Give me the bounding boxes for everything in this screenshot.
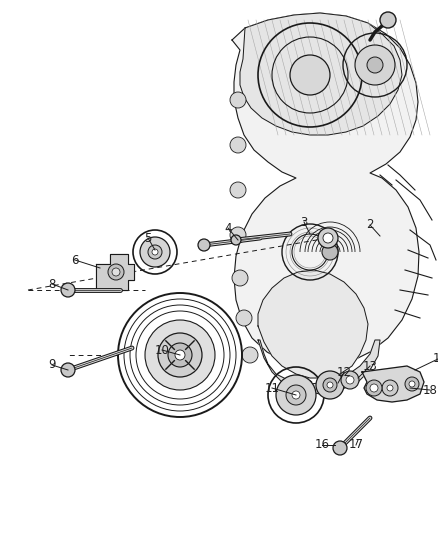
Circle shape xyxy=(316,371,344,399)
Text: 6: 6 xyxy=(71,254,79,266)
Circle shape xyxy=(327,382,333,388)
Circle shape xyxy=(148,245,162,259)
Polygon shape xyxy=(96,254,134,290)
Text: 13: 13 xyxy=(363,359,378,373)
Polygon shape xyxy=(232,13,419,368)
Text: 4: 4 xyxy=(224,222,232,235)
Circle shape xyxy=(158,333,202,377)
Text: 15: 15 xyxy=(433,351,438,365)
Circle shape xyxy=(112,268,120,276)
Circle shape xyxy=(242,347,258,363)
Circle shape xyxy=(230,182,246,198)
Circle shape xyxy=(318,228,338,248)
Text: 9: 9 xyxy=(48,359,56,372)
Circle shape xyxy=(61,283,75,297)
Circle shape xyxy=(405,377,419,391)
Circle shape xyxy=(323,378,337,392)
Circle shape xyxy=(152,249,158,255)
Circle shape xyxy=(370,384,378,392)
Circle shape xyxy=(387,385,393,391)
Circle shape xyxy=(355,45,395,85)
Circle shape xyxy=(346,376,354,384)
Text: 5: 5 xyxy=(144,231,152,245)
Circle shape xyxy=(382,380,398,396)
Circle shape xyxy=(323,233,333,243)
Polygon shape xyxy=(362,366,424,402)
Circle shape xyxy=(409,381,415,387)
Polygon shape xyxy=(258,340,380,394)
Circle shape xyxy=(276,375,316,415)
Circle shape xyxy=(168,343,192,367)
Text: 2: 2 xyxy=(366,219,374,231)
Circle shape xyxy=(145,320,215,390)
Circle shape xyxy=(292,391,300,399)
Circle shape xyxy=(236,310,252,326)
Circle shape xyxy=(175,350,185,360)
Circle shape xyxy=(333,441,347,455)
Text: 16: 16 xyxy=(314,439,329,451)
Circle shape xyxy=(322,244,338,260)
Circle shape xyxy=(366,380,382,396)
Circle shape xyxy=(232,270,248,286)
Polygon shape xyxy=(258,270,368,378)
Circle shape xyxy=(341,371,359,389)
Text: 12: 12 xyxy=(336,366,352,378)
Text: 10: 10 xyxy=(155,343,170,357)
Circle shape xyxy=(61,363,75,377)
Circle shape xyxy=(198,239,210,251)
Polygon shape xyxy=(240,13,402,135)
Circle shape xyxy=(290,55,330,95)
Text: 17: 17 xyxy=(349,439,364,451)
Text: 3: 3 xyxy=(300,215,307,229)
Circle shape xyxy=(140,237,170,267)
Circle shape xyxy=(230,92,246,108)
Text: 11: 11 xyxy=(265,382,279,394)
Circle shape xyxy=(380,12,396,28)
Circle shape xyxy=(286,385,306,405)
Circle shape xyxy=(231,235,241,245)
Circle shape xyxy=(230,227,246,243)
Text: 18: 18 xyxy=(423,384,438,397)
Circle shape xyxy=(108,264,124,280)
Circle shape xyxy=(230,137,246,153)
Text: 8: 8 xyxy=(48,278,56,290)
Circle shape xyxy=(367,57,383,73)
